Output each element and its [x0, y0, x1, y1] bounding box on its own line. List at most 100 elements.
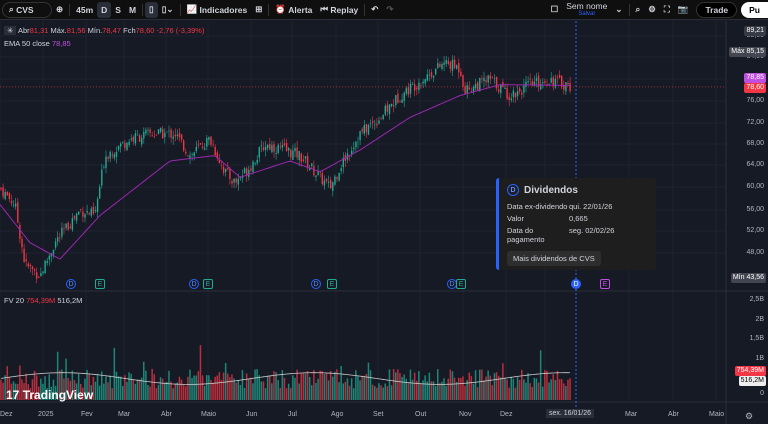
settings-icon[interactable]: ⚙	[745, 411, 754, 421]
volume-bar	[222, 372, 225, 400]
volume-bar	[386, 386, 389, 400]
candle-body	[86, 211, 88, 213]
fullscreen-icon[interactable]: ⛶	[663, 4, 670, 14]
volume-legend[interactable]: FV 20 754,39M 516,2M	[4, 296, 83, 305]
volume-bar	[189, 369, 191, 400]
volume-bar	[533, 377, 536, 400]
volume-bar	[395, 372, 397, 400]
volume-bar	[281, 370, 284, 400]
layout-icon[interactable]: ☐	[550, 4, 559, 14]
candle-body	[54, 241, 57, 248]
settings-icon[interactable]: ⚙	[648, 4, 656, 14]
redo-icon[interactable]: ↷	[386, 4, 394, 14]
popup-row: Valor 0,665	[507, 214, 588, 223]
volume-bar	[426, 381, 428, 400]
candle-body	[500, 84, 502, 94]
popup-title: Dividendos	[524, 184, 578, 196]
layout-name[interactable]: Sem nome Salvar	[566, 0, 608, 17]
time-label: Set	[373, 411, 384, 418]
candle-body	[540, 83, 542, 90]
interval-m[interactable]: M	[128, 4, 137, 15]
publish-button[interactable]: Pu	[741, 1, 768, 18]
volume-bar	[443, 378, 445, 400]
quick-search-icon[interactable]: ⌕	[635, 4, 641, 14]
earnings-marker[interactable]: E	[203, 279, 213, 289]
volume-bar	[229, 377, 231, 400]
candle-body	[319, 171, 321, 173]
interval-d[interactable]: D	[97, 1, 112, 18]
volume-bar	[365, 373, 368, 400]
dividend-marker[interactable]: D	[311, 279, 321, 289]
volume-bar	[21, 379, 23, 400]
undo-icon[interactable]: ↶	[371, 4, 379, 14]
candle-body	[414, 84, 416, 91]
candle-body	[355, 141, 357, 148]
camera-icon[interactable]: 📷	[677, 4, 689, 14]
time-label: Dez	[500, 411, 513, 418]
volume-bar	[525, 382, 527, 400]
ema-legend[interactable]: EMA 50 close 78,85	[4, 39, 71, 48]
symbol-search[interactable]: ⌕ CVS	[2, 1, 52, 18]
candle-body	[67, 222, 69, 230]
time-label: Dez	[0, 411, 13, 418]
volume-bar	[306, 370, 309, 400]
candle-body	[435, 68, 437, 75]
earnings-marker[interactable]: E	[456, 279, 466, 289]
candle-body	[338, 173, 340, 181]
volume-bar	[413, 372, 416, 400]
trade-button[interactable]: Trade	[696, 1, 738, 18]
volume-bar	[537, 382, 540, 400]
volume-bar	[233, 378, 235, 400]
volume-bar	[252, 383, 254, 400]
candle-body	[267, 144, 269, 149]
tradingview-logo[interactable]: 17 TradingView	[6, 388, 94, 402]
earnings-marker[interactable]: E	[95, 279, 105, 289]
candle-body	[166, 131, 168, 133]
candle-body	[27, 263, 29, 267]
candle-body	[325, 179, 328, 182]
candle-body	[128, 141, 130, 146]
volume-bar	[206, 375, 208, 400]
volume-bar	[170, 381, 172, 400]
volume-bar	[523, 379, 525, 400]
interval-s[interactable]: S	[115, 4, 121, 15]
volume-bar	[279, 387, 281, 400]
candles-icon[interactable]: ▯	[145, 1, 158, 18]
more-dividends-button[interactable]: Mais dividendos de CVS	[507, 251, 601, 266]
interval-45m[interactable]: 45m	[76, 4, 94, 15]
dividend-marker[interactable]: D	[66, 279, 76, 289]
volume-bar	[495, 372, 498, 400]
indicators-button[interactable]: 📈 Indicadores	[186, 4, 248, 15]
candle-body	[288, 148, 290, 151]
volume-bar	[56, 351, 59, 400]
volume-bar	[336, 369, 338, 400]
volume-bar	[487, 370, 489, 400]
time-label: Mar	[625, 411, 638, 418]
last-price-tag: 78,60	[744, 83, 766, 93]
candle-body	[94, 209, 97, 211]
candle-body	[357, 141, 359, 143]
volume-bar	[19, 365, 21, 400]
volume-bar	[497, 375, 500, 400]
chart-type-icon[interactable]: ▯⌄	[161, 4, 174, 14]
templates-icon[interactable]: ⊞	[255, 4, 263, 14]
candle-body	[472, 87, 475, 92]
time-label: Jun	[246, 411, 258, 418]
min-price-label: Mín 43,56	[730, 273, 766, 283]
volume-bar	[481, 369, 483, 400]
replay-button[interactable]: ⏮ Replay	[320, 4, 359, 15]
dividend-marker[interactable]: D	[189, 279, 199, 289]
volume-bar	[464, 385, 466, 400]
candle-body	[12, 205, 15, 206]
alert-button[interactable]: ⏰ Alerta	[275, 4, 313, 15]
compare-button[interactable]: ⊕	[56, 4, 64, 14]
volume-bar	[245, 373, 248, 400]
chevron-down-icon[interactable]: ⌄	[615, 4, 623, 14]
volume-bar	[502, 363, 504, 400]
volume-bar	[397, 369, 399, 400]
volume-bar	[44, 376, 46, 400]
earnings-marker[interactable]: E	[600, 279, 610, 289]
earnings-marker[interactable]: E	[327, 279, 337, 289]
dividend-marker[interactable]: D	[571, 279, 581, 289]
